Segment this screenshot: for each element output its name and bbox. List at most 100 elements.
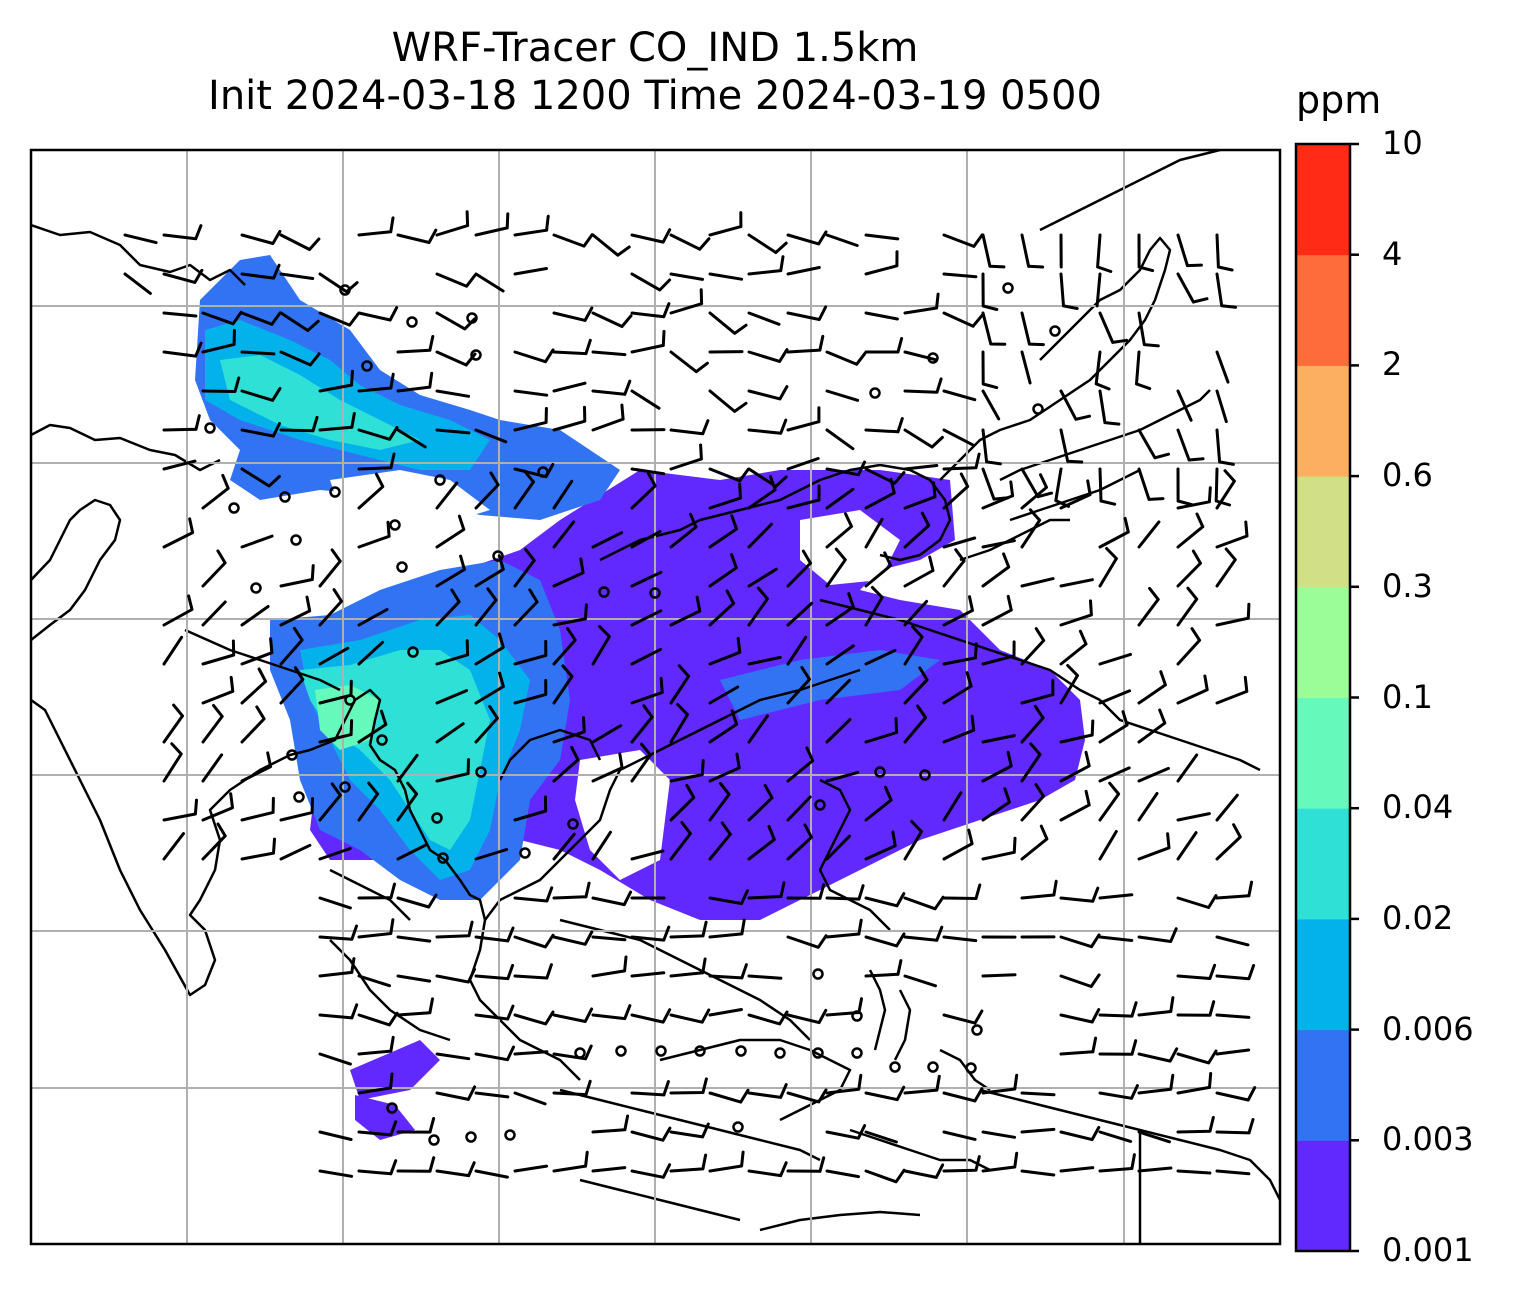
wind-barb	[552, 1007, 594, 1023]
wind-barb	[1020, 350, 1032, 385]
calm-wind-circle	[376, 734, 388, 746]
title-line-1: WRF-Tracer CO_IND 1.5km	[391, 25, 919, 71]
wind-barb	[942, 935, 978, 943]
calm-wind-circle	[655, 1045, 667, 1057]
wind-barb	[435, 428, 471, 435]
wind-barb	[747, 784, 774, 822]
calm-wind-circle	[869, 387, 881, 399]
wind-barb	[474, 471, 500, 510]
wind-barb	[318, 1003, 359, 1020]
tracer-shade-south-2	[355, 1095, 415, 1140]
wind-barb	[474, 1004, 515, 1021]
wind-barb	[864, 830, 897, 861]
wind-barb	[513, 588, 539, 627]
colorbar-bin-5	[1296, 586, 1350, 698]
wind-barb	[162, 703, 184, 744]
wind-barb	[162, 517, 195, 549]
wind-barb	[1059, 1008, 1101, 1024]
wind-barb	[1059, 578, 1094, 588]
wind-barb	[1214, 467, 1232, 507]
wind-barb	[903, 974, 937, 988]
wind-barb	[1020, 627, 1046, 666]
wind-barb	[552, 405, 587, 432]
wind-barb	[1215, 520, 1249, 549]
wind-barb	[1215, 547, 1237, 588]
wind-barb	[591, 1166, 627, 1173]
colorbar-tick-label: 0.001	[1382, 1231, 1474, 1269]
wind-barb	[552, 716, 586, 744]
wind-barb	[240, 637, 274, 666]
colorbar-bin-3	[1296, 808, 1350, 920]
wind-barb	[825, 644, 855, 666]
wind-barb	[1020, 742, 1042, 783]
wind-barb	[513, 389, 549, 397]
wind-barb	[747, 233, 788, 254]
wind-barb	[942, 536, 977, 549]
calm-wind-circle	[406, 316, 418, 328]
wind-barb	[357, 425, 399, 441]
wind-barb	[318, 1169, 354, 1178]
wind-barb	[825, 1073, 863, 1095]
wind-barb	[162, 311, 198, 318]
wind-barb	[708, 781, 731, 822]
wind-barb	[240, 605, 270, 627]
calm-wind-circle	[574, 1047, 586, 1059]
tracer-shade-south	[350, 1040, 440, 1100]
wind-barb	[357, 1120, 398, 1137]
wind-barb	[981, 787, 1011, 822]
wind-barb	[1215, 272, 1238, 309]
wind-barb	[825, 1169, 860, 1179]
calm-wind-circle	[470, 349, 482, 361]
wind-barb	[1215, 880, 1254, 900]
wind-barb	[240, 263, 281, 280]
wind-barb	[1098, 893, 1134, 900]
wind-barb	[1176, 467, 1194, 507]
wind-barb	[357, 306, 399, 322]
wind-barb	[942, 452, 981, 471]
wind-barb	[786, 230, 828, 246]
colorbar-bin-0	[1296, 1140, 1350, 1252]
wind-barb	[201, 473, 230, 510]
wind-barb	[1020, 467, 1053, 499]
wind-barb	[1020, 508, 1042, 549]
wind-barb	[1176, 753, 1199, 783]
wind-barb	[708, 1088, 750, 1104]
wind-barb	[318, 782, 342, 822]
wind-barb	[825, 592, 855, 627]
wind-barb	[708, 272, 744, 281]
wind-barb	[942, 1087, 984, 1103]
wind-barb	[942, 389, 977, 402]
wind-barb	[981, 552, 1011, 588]
colorbar-bin-7	[1296, 365, 1350, 477]
wind-barb	[201, 703, 224, 744]
wind-barb	[1059, 750, 1091, 783]
wind-barb	[630, 570, 663, 588]
wind-barb	[708, 963, 748, 980]
wind-barb	[396, 228, 438, 244]
wind-barb	[435, 639, 470, 666]
wind-barb	[591, 625, 611, 666]
wind-barb	[708, 589, 736, 627]
wind-barb	[240, 796, 275, 822]
wind-barb	[318, 1052, 352, 1066]
wind-barb	[630, 925, 671, 942]
wind-barb	[474, 705, 499, 744]
wind-barb	[669, 233, 711, 251]
calm-wind-circle	[437, 852, 449, 864]
wind-barb	[1020, 783, 1045, 822]
calm-wind-circle	[567, 818, 579, 830]
wind-barb	[357, 640, 385, 666]
wind-barb	[435, 920, 474, 939]
wind-barb	[591, 1004, 632, 1021]
wind-barb	[669, 595, 702, 627]
wind-barb	[825, 834, 851, 861]
wind-barb	[552, 1150, 589, 1173]
wind-barb	[708, 311, 748, 335]
wind-barb	[1059, 629, 1088, 666]
wind-barb	[630, 467, 666, 476]
wind-barb	[1137, 1166, 1173, 1173]
calm-wind-circle	[598, 586, 610, 598]
wind-barb	[1096, 233, 1113, 273]
wind-barb	[396, 997, 434, 1017]
wind-barb	[318, 548, 342, 588]
